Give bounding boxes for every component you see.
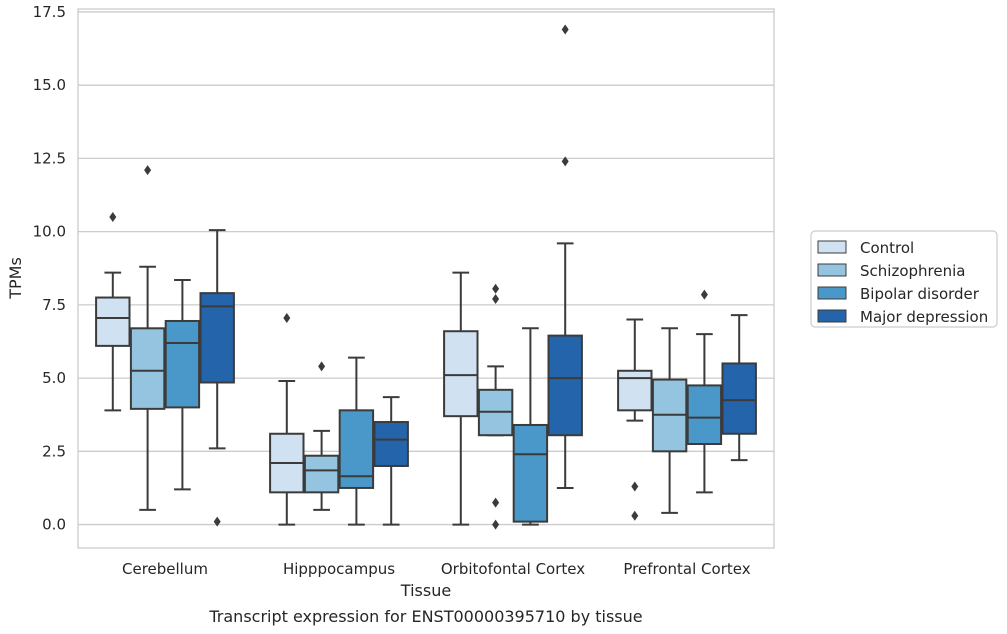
legend-swatch — [817, 263, 847, 277]
box-schizophrenia — [129, 165, 166, 511]
box-major-depression — [721, 314, 757, 462]
y-tick-label: 15.0 — [33, 76, 66, 94]
x-axis-ticks: Cerebellum Hipppocampus Orbitofontal Corte… — [122, 560, 751, 578]
box-body — [164, 319, 201, 409]
outlier-marker — [109, 211, 117, 222]
y-tick-label: 0.0 — [42, 516, 66, 534]
chart-caption: Transcript expression for ENST0000039571… — [208, 607, 642, 626]
outlier-marker — [492, 283, 500, 294]
outlier-marker — [144, 165, 152, 176]
box-major-depression — [373, 396, 409, 526]
outlier-marker — [492, 497, 500, 508]
x-axis-label: Tissue — [400, 581, 451, 600]
legend-swatch — [817, 240, 847, 254]
box-body — [721, 362, 757, 435]
box-schizophrenia — [477, 283, 514, 530]
box-control — [443, 271, 479, 526]
y-tick-label: 12.5 — [33, 149, 66, 167]
box-body — [373, 421, 409, 467]
box-body — [443, 330, 479, 418]
box-body — [129, 327, 166, 410]
y-axis-label: TPMs — [6, 257, 25, 300]
box-bipolar-disorder — [338, 356, 375, 526]
box-bipolar-disorder — [686, 289, 723, 494]
box-body — [95, 296, 131, 347]
plot-area — [77, 8, 775, 549]
legend-label: Major depression — [860, 308, 988, 326]
box-major-depression — [199, 229, 235, 527]
outlier-marker — [561, 156, 569, 167]
outlier-marker — [318, 361, 326, 372]
y-tick-label: 17.5 — [33, 3, 66, 21]
box-schizophrenia — [303, 361, 340, 511]
outlier-marker — [631, 481, 639, 492]
y-tick-label: 2.5 — [42, 442, 66, 460]
legend-swatch — [817, 309, 847, 323]
box-body — [686, 384, 723, 446]
outlier-marker — [492, 294, 500, 305]
box-control — [95, 211, 131, 412]
box-bipolar-disorder — [164, 278, 201, 491]
box-bipolar-disorder — [512, 327, 549, 526]
outlier-marker — [213, 516, 221, 527]
box-major-depression — [547, 24, 583, 489]
outlier-marker — [561, 24, 569, 35]
y-tick-label: 5.0 — [42, 369, 66, 387]
box-body — [303, 454, 340, 494]
x-tick-label: Cerebellum — [122, 560, 208, 578]
outlier-marker — [492, 519, 500, 530]
box-body — [512, 423, 549, 523]
box-control — [269, 313, 305, 526]
y-tick-label: 7.5 — [42, 296, 66, 314]
legend-label: Schizophrenia — [860, 262, 965, 280]
box-schizophrenia — [651, 327, 688, 514]
box-body — [199, 292, 235, 384]
box-body — [617, 369, 653, 412]
outlier-marker — [700, 289, 708, 300]
outlier-marker — [631, 510, 639, 521]
outlier-marker — [283, 313, 291, 324]
box-body — [547, 334, 583, 437]
box-body — [338, 409, 375, 489]
legend-label: Bipolar disorder — [860, 285, 980, 303]
x-tick-label: Hipppocampus — [283, 560, 395, 578]
legend-swatch — [817, 286, 847, 300]
legend-label: Control — [860, 239, 914, 257]
x-tick-label: Orbitofontal Cortex — [441, 560, 585, 578]
legend: Control Schizophrenia Bipolar disorder Majo… — [810, 230, 998, 328]
x-tick-label: Prefrontal Cortex — [623, 560, 750, 578]
box-control — [617, 318, 653, 521]
legend-frame — [810, 230, 998, 328]
y-tick-label: 10.0 — [33, 223, 66, 241]
boxes-layer — [95, 24, 757, 530]
y-axis-ticks: 0.0 2.5 5.0 7.5 10.0 12.5 15.0 17.5 — [33, 3, 66, 534]
